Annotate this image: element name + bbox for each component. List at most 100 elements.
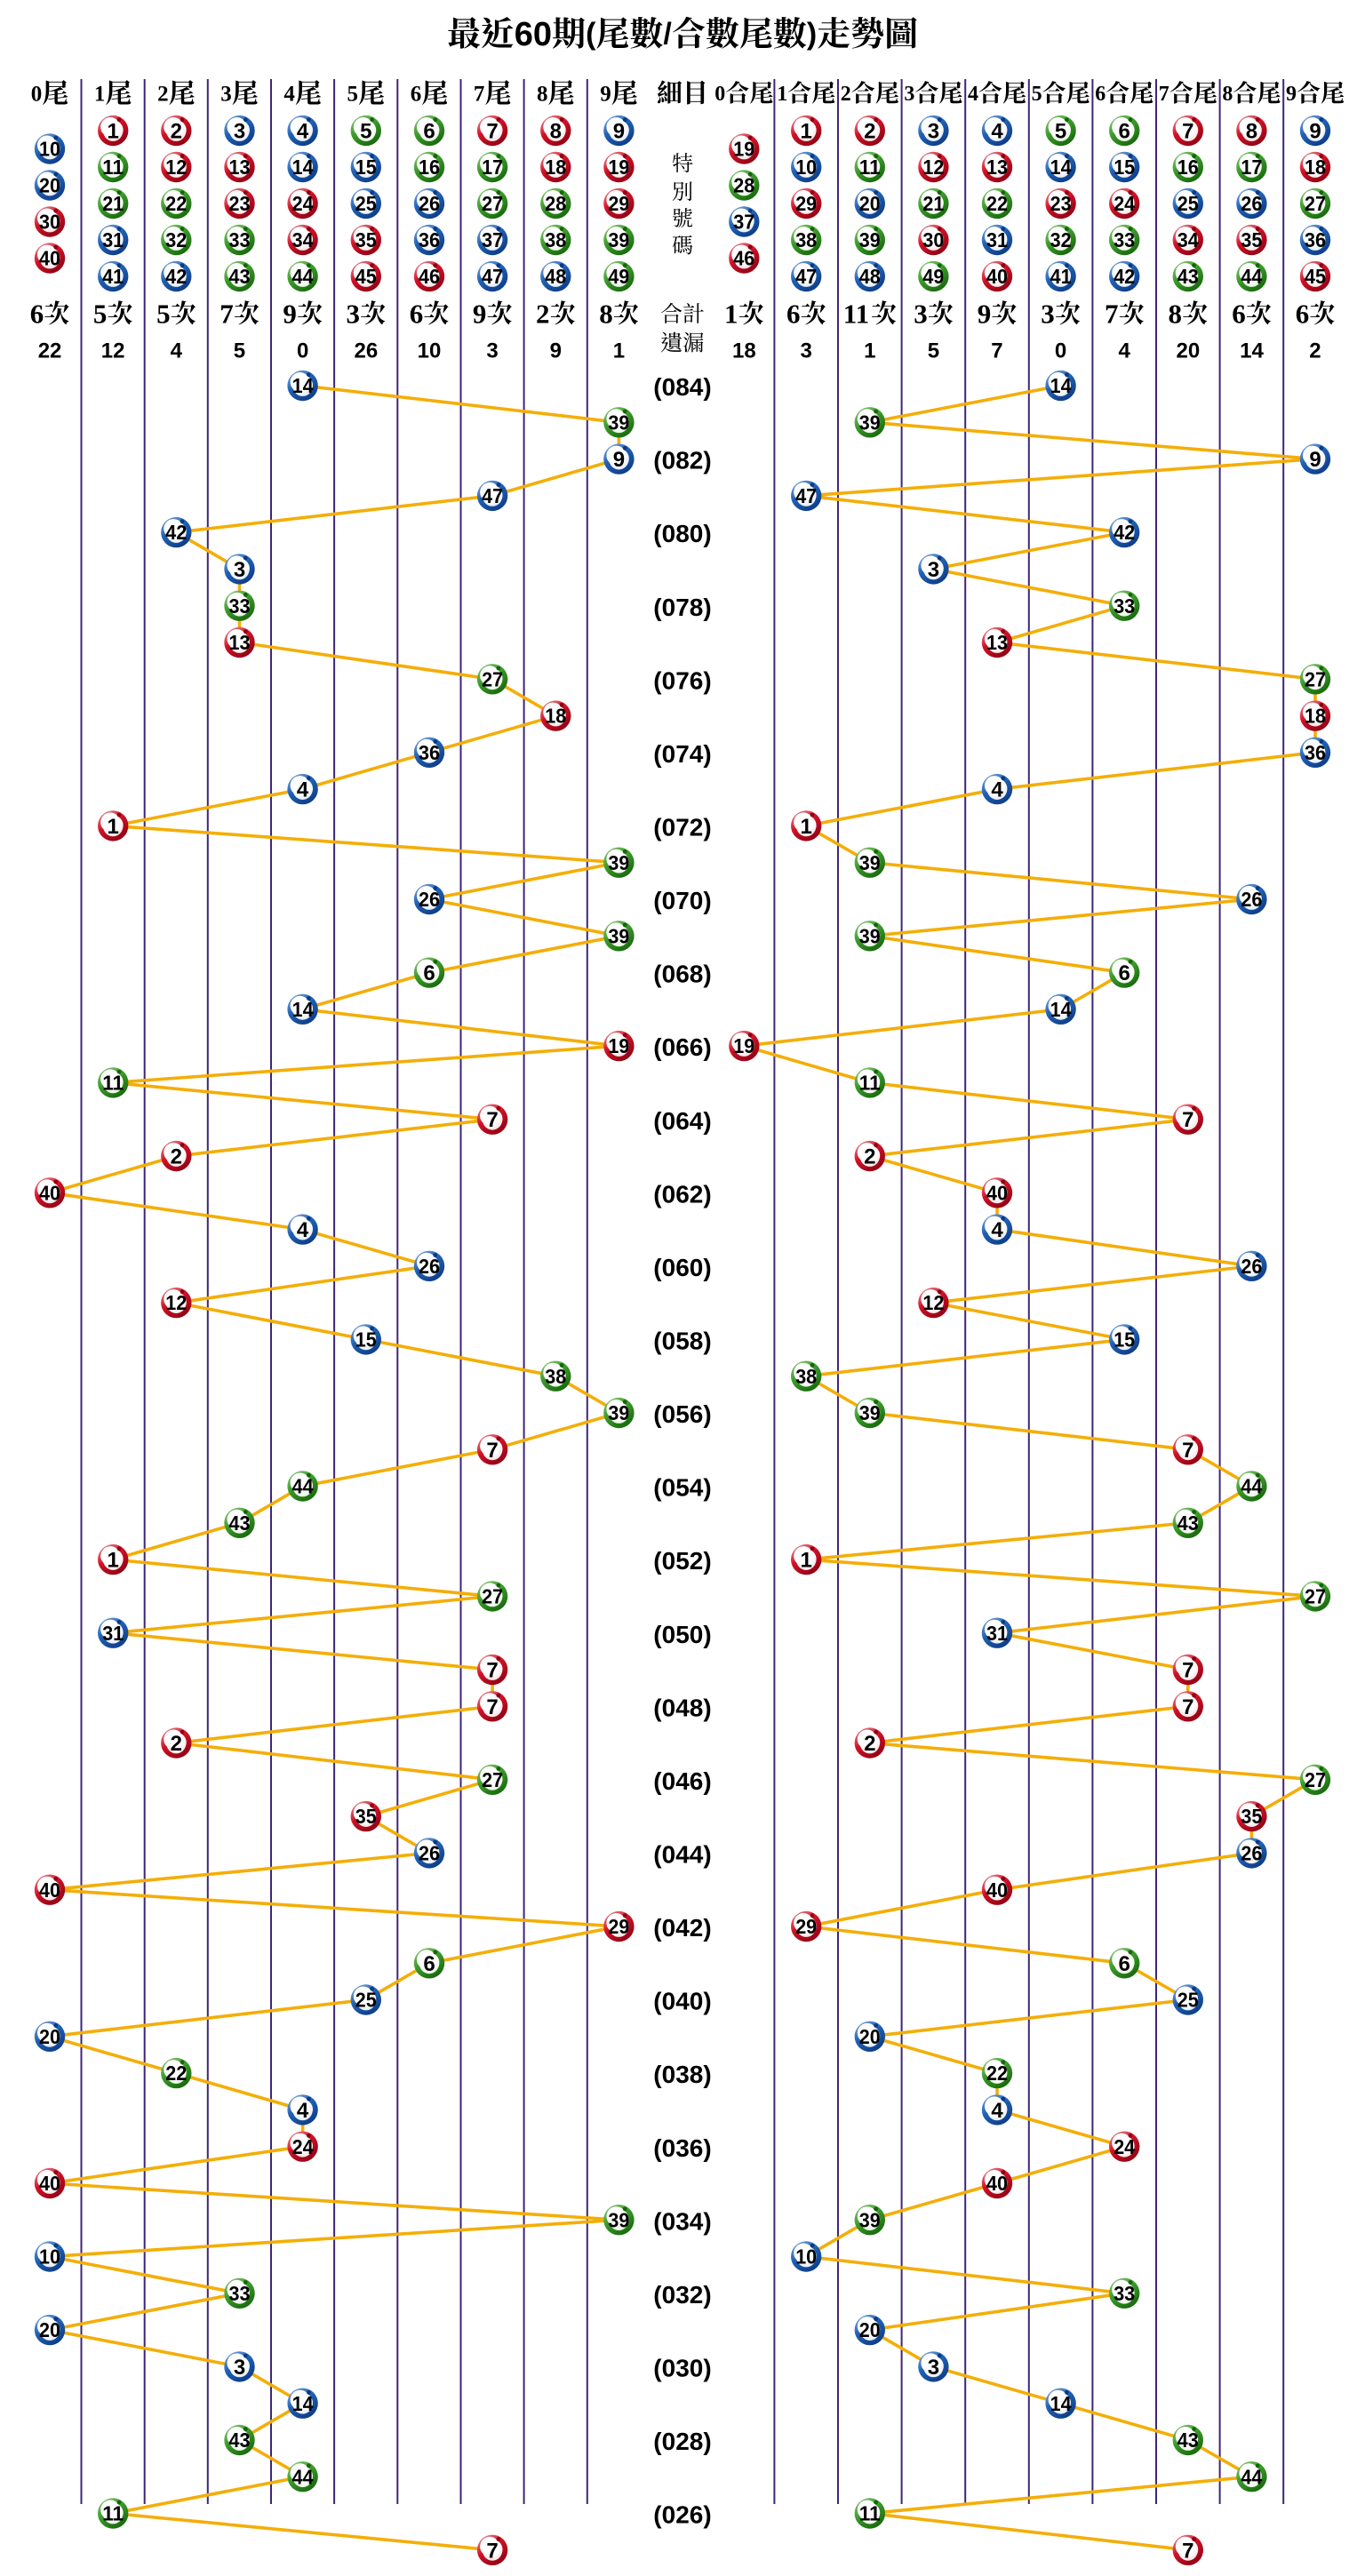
svg-text:12: 12 (922, 1291, 944, 1314)
svg-text:(032): (032) (653, 2281, 711, 2309)
svg-text:7: 7 (220, 299, 234, 330)
svg-text:1: 1 (613, 339, 625, 363)
svg-text:(060): (060) (653, 1254, 711, 1281)
svg-text:27: 27 (1305, 1768, 1326, 1791)
svg-text:39: 39 (859, 228, 881, 251)
svg-text:9: 9 (600, 83, 611, 107)
svg-text:48: 48 (545, 265, 566, 288)
svg-text:27: 27 (1305, 667, 1326, 690)
svg-text:28: 28 (733, 174, 754, 197)
svg-text:12: 12 (165, 1291, 187, 1314)
svg-text:26: 26 (419, 1255, 440, 1278)
svg-text:21: 21 (102, 192, 124, 215)
svg-text:(034): (034) (653, 2207, 711, 2235)
svg-text:9: 9 (1286, 83, 1297, 106)
svg-text:1: 1 (801, 815, 812, 839)
svg-text:5: 5 (156, 299, 171, 330)
svg-text:42: 42 (1114, 521, 1135, 544)
svg-text:2: 2 (864, 120, 875, 144)
svg-text:39: 39 (608, 924, 629, 947)
svg-text:44: 44 (292, 2465, 314, 2488)
svg-text:1: 1 (724, 299, 738, 330)
svg-text:3: 3 (234, 558, 245, 582)
svg-text:0: 0 (31, 83, 43, 107)
svg-text:44: 44 (292, 1475, 314, 1498)
svg-text:(052): (052) (653, 1547, 711, 1575)
svg-text:39: 39 (859, 851, 881, 874)
svg-text:18: 18 (732, 339, 756, 363)
svg-text:11: 11 (859, 156, 881, 179)
svg-text:19: 19 (608, 156, 629, 179)
svg-text:6: 6 (1296, 299, 1310, 330)
svg-text:(078): (078) (653, 594, 711, 621)
svg-text:49: 49 (608, 265, 629, 288)
svg-text:22: 22 (165, 192, 187, 215)
svg-text:1: 1 (108, 815, 119, 839)
svg-text:7: 7 (1182, 1695, 1193, 1719)
svg-text:6: 6 (786, 299, 801, 330)
svg-text:3: 3 (801, 339, 812, 363)
svg-text:3: 3 (486, 339, 498, 363)
svg-text:10: 10 (795, 2245, 817, 2269)
svg-text:(050): (050) (653, 1621, 711, 1648)
svg-text:14: 14 (292, 374, 314, 397)
svg-text:3: 3 (347, 299, 361, 330)
svg-text:40: 40 (39, 1181, 60, 1204)
svg-text:3: 3 (234, 120, 245, 144)
svg-text:22: 22 (165, 2062, 187, 2085)
svg-text:(030): (030) (653, 2355, 711, 2382)
svg-text:40: 40 (986, 2172, 1008, 2195)
svg-text:23: 23 (229, 192, 251, 215)
svg-text:47: 47 (482, 484, 503, 507)
svg-text:8: 8 (1169, 299, 1183, 330)
svg-text:4: 4 (991, 2099, 1003, 2123)
svg-text:1: 1 (94, 83, 106, 107)
svg-text:32: 32 (165, 228, 187, 251)
svg-text:17: 17 (1241, 156, 1262, 179)
svg-text:14: 14 (292, 156, 314, 179)
svg-text:27: 27 (482, 192, 503, 215)
svg-text:4: 4 (991, 1218, 1003, 1242)
svg-text:35: 35 (355, 228, 377, 251)
svg-text:7: 7 (1182, 1659, 1193, 1683)
svg-text:(054): (054) (653, 1474, 711, 1502)
svg-text:36: 36 (419, 741, 440, 764)
svg-text:33: 33 (1114, 594, 1135, 618)
svg-text:12: 12 (101, 339, 125, 363)
svg-text:12: 12 (922, 156, 944, 179)
svg-text:60: 60 (515, 16, 552, 53)
svg-text:27: 27 (1305, 192, 1326, 215)
svg-text:26: 26 (419, 888, 440, 911)
svg-text:): ) (807, 18, 817, 52)
svg-text:5: 5 (93, 299, 108, 330)
svg-text:20: 20 (39, 174, 60, 197)
svg-text:2: 2 (864, 1732, 875, 1756)
svg-text:36: 36 (1305, 228, 1326, 251)
svg-text:47: 47 (795, 484, 817, 507)
svg-text:6: 6 (423, 1952, 435, 1976)
svg-text:18: 18 (1305, 705, 1326, 728)
svg-text:19: 19 (608, 1034, 629, 1057)
svg-text:2: 2 (171, 1145, 182, 1169)
svg-text:0: 0 (1055, 339, 1066, 363)
svg-text:5: 5 (347, 83, 359, 107)
svg-text:40: 40 (986, 1878, 1008, 1902)
svg-text:(036): (036) (653, 2134, 711, 2162)
svg-text:7: 7 (1182, 1439, 1193, 1463)
svg-text:9: 9 (1309, 120, 1321, 144)
svg-text:1: 1 (108, 1549, 119, 1573)
svg-text:4: 4 (171, 339, 183, 363)
svg-text:29: 29 (795, 192, 817, 215)
svg-text:24: 24 (292, 192, 314, 215)
svg-text:40: 40 (986, 1181, 1008, 1204)
svg-text:30: 30 (39, 211, 60, 234)
svg-text:14: 14 (1050, 156, 1072, 179)
svg-text:26: 26 (1241, 192, 1262, 215)
svg-text:4: 4 (297, 1218, 309, 1242)
svg-text:7: 7 (1159, 83, 1169, 106)
svg-text:16: 16 (419, 156, 440, 179)
svg-text:46: 46 (419, 265, 440, 288)
svg-text:3: 3 (928, 120, 939, 144)
svg-text:16: 16 (1177, 156, 1199, 179)
svg-text:(064): (064) (653, 1107, 711, 1135)
